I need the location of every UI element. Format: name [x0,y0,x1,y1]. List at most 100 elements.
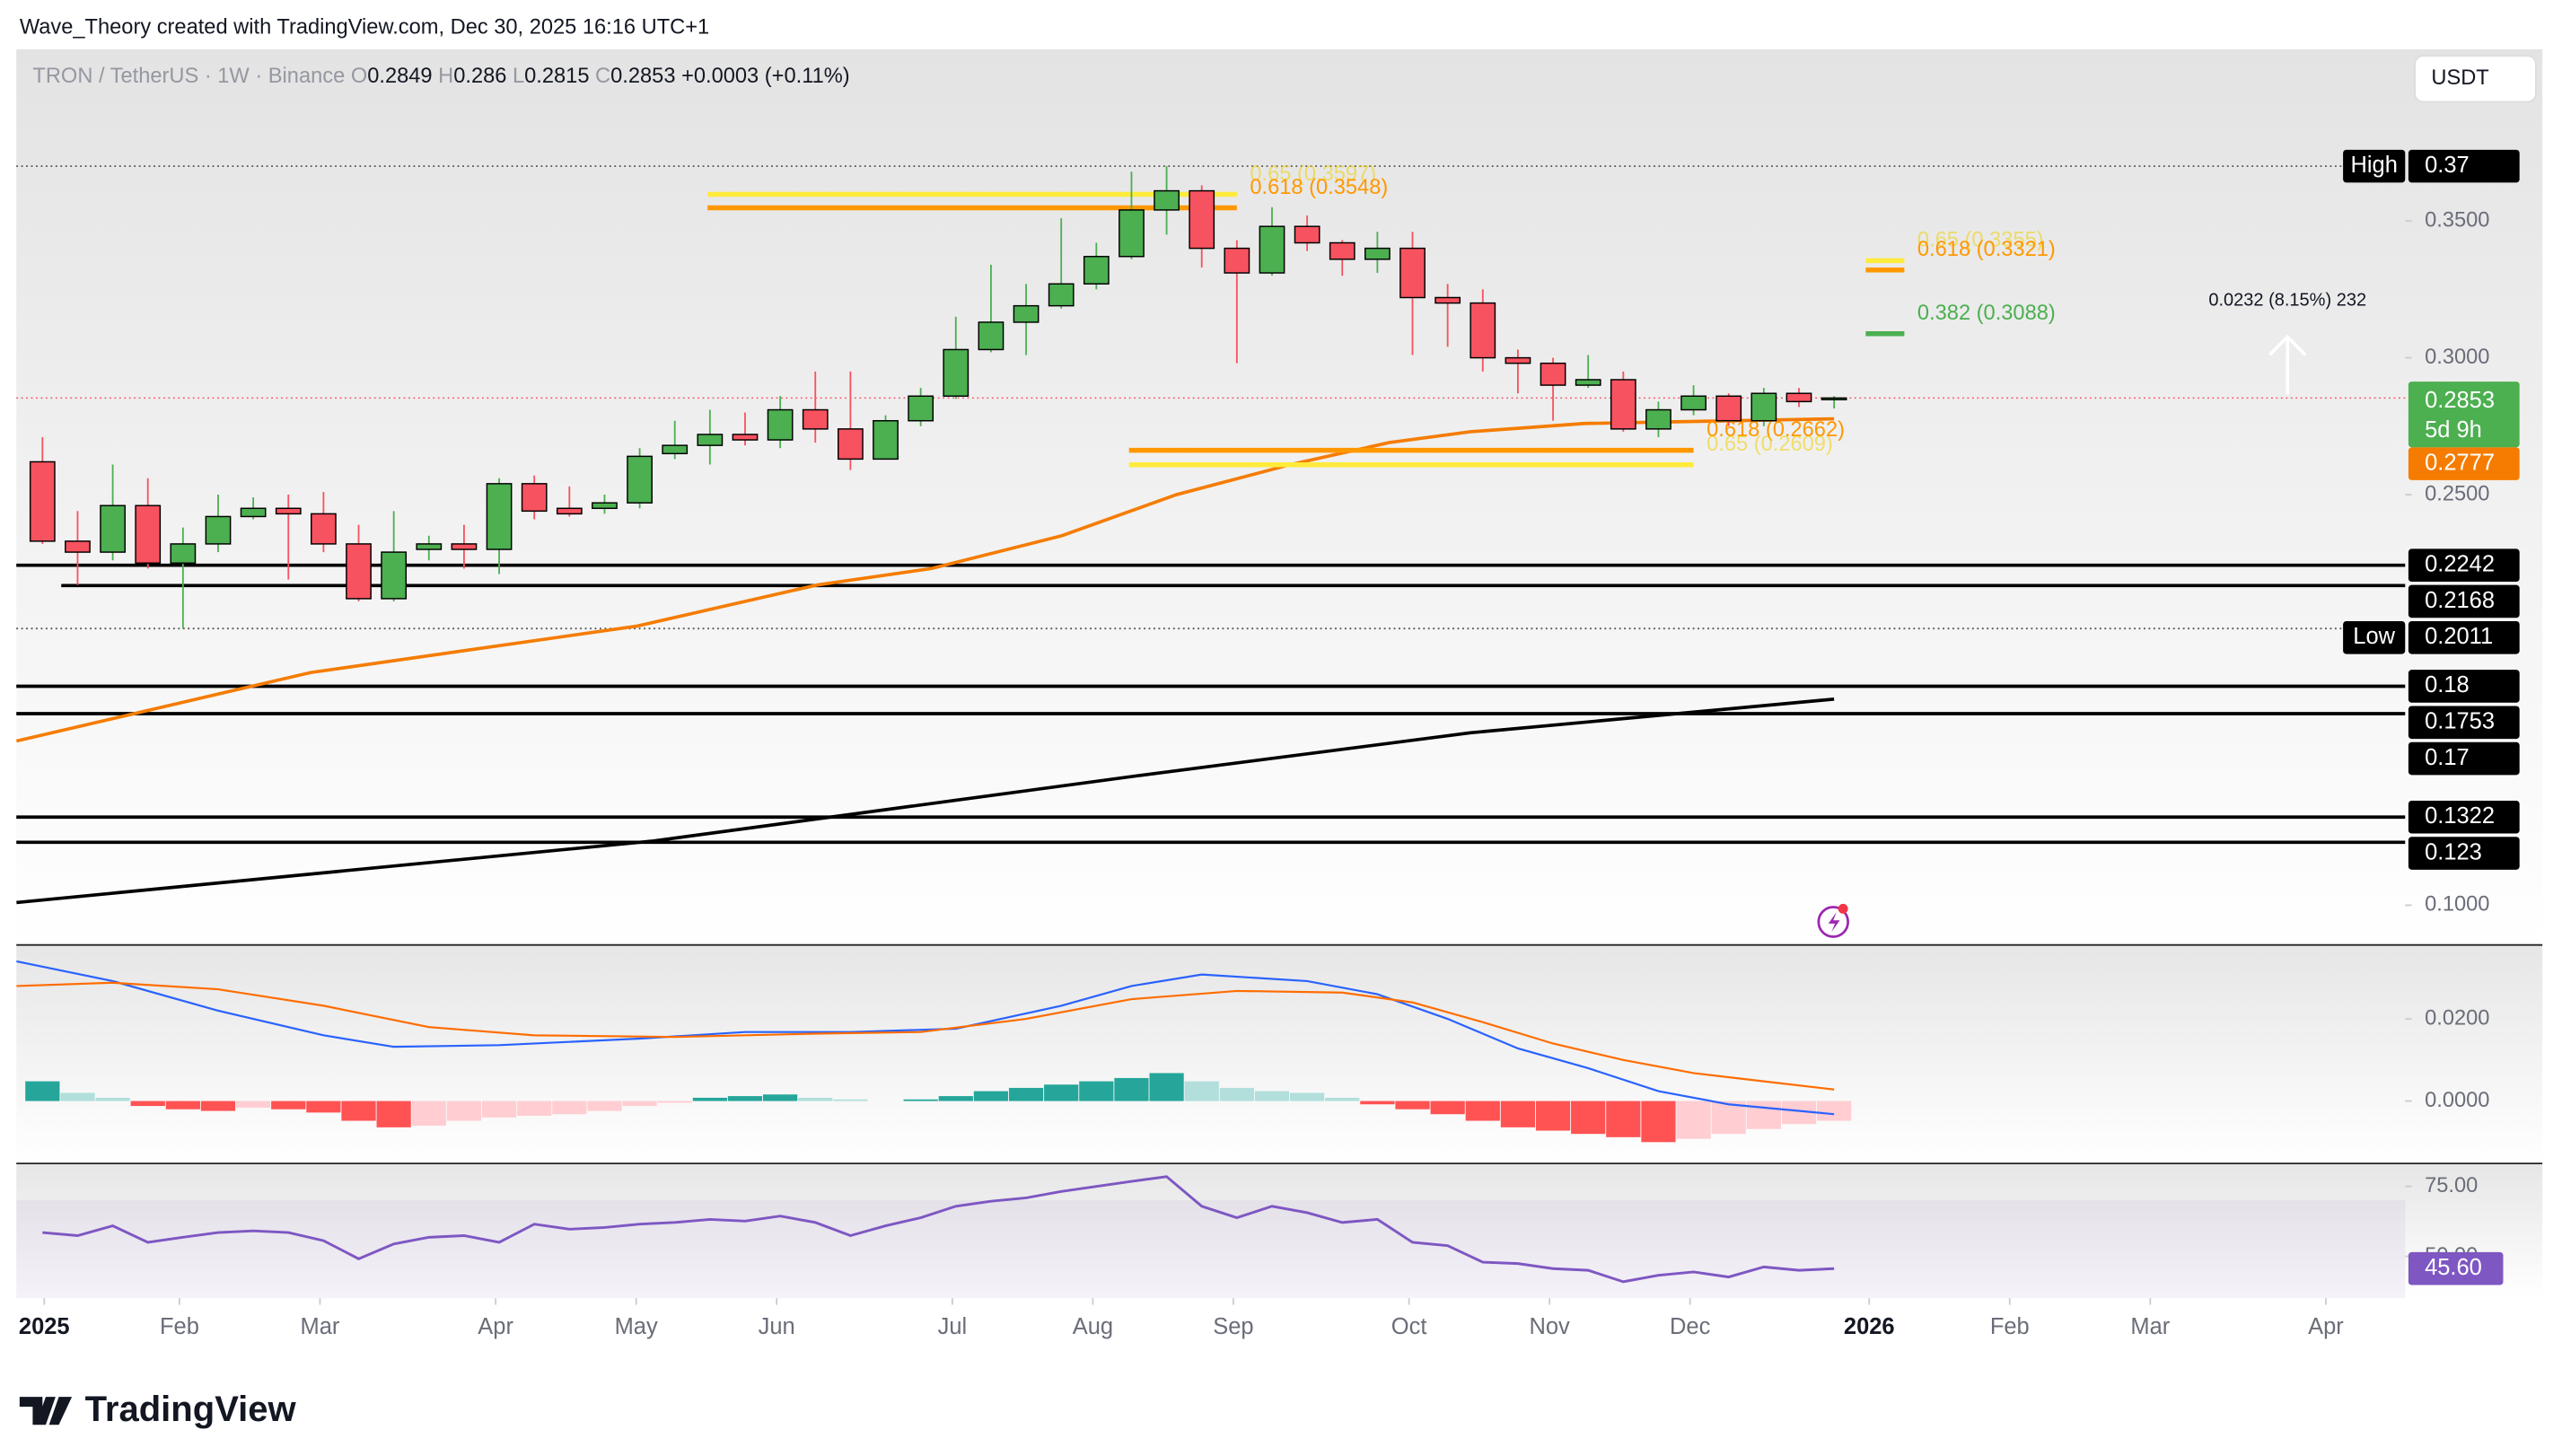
x-tick-label: Sep [1213,1314,1253,1339]
histogram-bar [517,1101,552,1117]
fib-label: 0.382 (0.3088) [1917,302,2056,325]
histogram-bar [411,1101,446,1127]
level-label-bg [2408,584,2520,618]
histogram-bar [1254,1091,1290,1101]
level-label-bg [2408,620,2520,654]
histogram-bar [376,1101,411,1127]
histogram-bar [1184,1081,1219,1101]
candle-body [486,483,513,550]
histogram-bar [25,1081,60,1101]
legend-item: H [438,65,453,88]
candle-body [1119,209,1145,258]
candle-body [451,543,478,550]
y-tick-label: 0.0200 [2425,1006,2489,1030]
histogram-bar [1219,1087,1254,1101]
histogram-bar [938,1096,973,1101]
candle-body [1505,356,1531,364]
histogram-bar [1044,1084,1079,1101]
fib-label: 0.618 (0.3321) [1917,238,2056,261]
x-tick-label: May [615,1314,658,1339]
histogram-bar [481,1101,517,1118]
histogram-bar [1571,1101,1606,1135]
level-tag: High [2350,153,2397,178]
histogram-bar [798,1097,833,1101]
x-tick-label: Mar [2130,1314,2170,1339]
level-label: 0.37 [2425,153,2470,178]
candle-body [662,444,689,455]
histogram-bar [1008,1087,1044,1101]
histogram-bar [60,1092,95,1101]
rsi-label-bg [2408,1251,2504,1285]
candle-body [135,504,162,565]
candle-body [1329,241,1356,260]
level-label: 0.2242 [2425,551,2495,576]
candle-body [1399,247,1426,299]
candle-body [1013,304,1040,323]
candle-body [1224,247,1250,274]
rsi-line [42,1175,1835,1284]
candle-body [978,321,1005,351]
candle-body [1680,395,1707,411]
candle-body [1470,302,1496,359]
macd-line [16,960,1835,1116]
legend-item: TRON / TetherUS · 1W · Binance [32,65,345,88]
candle-body [100,504,126,553]
fib-label: 0.65 (0.3597) [1250,162,1376,186]
histogram-bar [1535,1101,1571,1131]
ma-label-bg [2408,447,2520,480]
x-tick-label: Feb [160,1314,199,1339]
candle-body [346,543,372,600]
candle-body [1645,408,1671,430]
measure-arrow [2268,334,2307,395]
histogram-bar [1360,1101,1395,1105]
candle-body [1435,296,1461,304]
histogram-bar [973,1091,1009,1101]
candle-body [1259,225,1285,274]
histogram-bar [1606,1101,1641,1137]
x-tick-label: Dec [1670,1314,1711,1339]
legend-item: 0.286 [453,65,506,88]
candle-body [29,460,56,542]
histogram-bar [1711,1101,1746,1135]
candle-body [908,395,934,422]
candle-body [802,408,829,430]
candle-body [1715,395,1742,422]
histogram-bar [165,1101,200,1110]
x-tick-label: 2026 [1844,1314,1895,1339]
histogram-bar [1079,1081,1114,1101]
level-label-bg [2408,800,2520,834]
level-label-bg [2408,548,2520,583]
histogram-bar [271,1101,306,1110]
currency[interactable]: USDT [2431,66,2488,90]
candle-body [592,502,618,510]
candle-body [767,408,794,441]
candle-body [943,348,970,397]
level-tag: Low [2353,624,2395,649]
histogram-bar [657,1101,692,1103]
histogram-bar [1114,1077,1149,1101]
level-label: 0.1753 [2425,708,2495,733]
x-tick-label: Apr [478,1314,513,1339]
candle-body [65,540,91,553]
candle-body [556,507,583,515]
candle-body [1294,225,1320,244]
histogram-bar [341,1101,376,1121]
level-label: 0.17 [2425,745,2470,770]
level-label: 0.123 [2425,839,2482,864]
candle-body [1540,362,1566,386]
macd-line [16,981,1835,1091]
x-tick-label: Apr [2308,1314,2344,1339]
histogram-bar [552,1101,587,1115]
level-tag-bg [2343,620,2406,654]
rsi-band [16,1200,2406,1299]
y-tick-label: 0.2500 [2425,482,2489,505]
histogram-bar [1149,1073,1184,1101]
fib-label: 0.618 (0.3548) [1250,176,1388,199]
candle-body [1154,189,1180,211]
countdown: 5d 9h [2425,417,2482,443]
measure-label: 0.0232 (8.15%) 232 [2208,290,2366,310]
currency-button[interactable] [2414,55,2537,103]
level-tag-bg [2343,149,2406,183]
histogram-bar [306,1101,341,1113]
legend-item: 0.2849 [367,65,432,88]
